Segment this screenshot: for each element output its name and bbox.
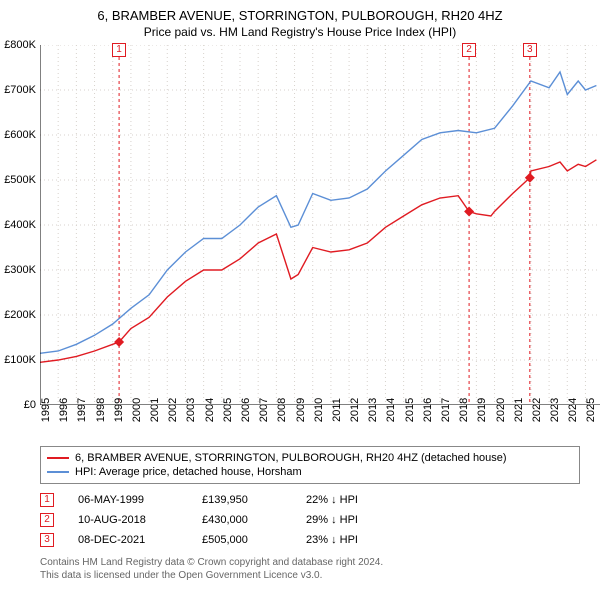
footer-line-1: Contains HM Land Registry data © Crown c… bbox=[40, 556, 580, 569]
x-tick-label: 1998 bbox=[95, 398, 107, 422]
y-tick-label: £200K bbox=[4, 309, 36, 321]
legend-swatch bbox=[47, 471, 69, 473]
y-axis: £0£100K£200K£300K£400K£500K£600K£700K£80… bbox=[0, 45, 40, 405]
x-tick-label: 2008 bbox=[276, 398, 288, 422]
chart-title: 6, BRAMBER AVENUE, STORRINGTON, PULBOROU… bbox=[0, 0, 600, 23]
event-delta: 29% ↓ HPI bbox=[306, 514, 406, 526]
legend-label: 6, BRAMBER AVENUE, STORRINGTON, PULBOROU… bbox=[75, 452, 507, 464]
x-tick-label: 2017 bbox=[440, 398, 452, 422]
event-badge: 1 bbox=[112, 43, 126, 57]
event-price: £139,950 bbox=[202, 494, 282, 506]
legend-row: HPI: Average price, detached house, Hors… bbox=[47, 465, 573, 479]
x-tick-label: 2018 bbox=[458, 398, 470, 422]
legend-row: 6, BRAMBER AVENUE, STORRINGTON, PULBOROU… bbox=[47, 451, 573, 465]
x-tick-label: 2000 bbox=[131, 398, 143, 422]
y-tick-label: £800K bbox=[4, 39, 36, 51]
x-tick-label: 2024 bbox=[567, 398, 579, 422]
x-tick-label: 2025 bbox=[585, 398, 597, 422]
x-tick-label: 1997 bbox=[76, 398, 88, 422]
legend: 6, BRAMBER AVENUE, STORRINGTON, PULBOROU… bbox=[40, 446, 580, 484]
footer-line-2: This data is licensed under the Open Gov… bbox=[40, 569, 580, 582]
x-tick-label: 2001 bbox=[149, 398, 161, 422]
event-row-badge: 2 bbox=[40, 513, 54, 527]
chart-svg bbox=[40, 45, 600, 405]
legend-swatch bbox=[47, 457, 69, 459]
x-tick-label: 2023 bbox=[549, 398, 561, 422]
y-tick-label: £100K bbox=[4, 354, 36, 366]
y-tick-label: £600K bbox=[4, 129, 36, 141]
x-tick-label: 2003 bbox=[185, 398, 197, 422]
event-row: 3 08-DEC-2021 £505,000 23% ↓ HPI bbox=[40, 530, 580, 550]
event-badge: 2 bbox=[462, 43, 476, 57]
x-tick-label: 2004 bbox=[204, 398, 216, 422]
x-tick-label: 2012 bbox=[349, 398, 361, 422]
y-tick-label: £400K bbox=[4, 219, 36, 231]
x-tick-label: 2015 bbox=[404, 398, 416, 422]
event-price: £430,000 bbox=[202, 514, 282, 526]
event-date: 06-MAY-1999 bbox=[78, 494, 178, 506]
x-tick-label: 2020 bbox=[495, 398, 507, 422]
x-tick-label: 1995 bbox=[40, 398, 52, 422]
x-tick-label: 2007 bbox=[258, 398, 270, 422]
y-tick-label: £700K bbox=[4, 84, 36, 96]
event-row-badge: 1 bbox=[40, 493, 54, 507]
event-date: 08-DEC-2021 bbox=[78, 534, 178, 546]
event-table: 1 06-MAY-1999 £139,950 22% ↓ HPI 2 10-AUG-201… bbox=[40, 490, 580, 550]
x-tick-label: 2005 bbox=[222, 398, 234, 422]
x-tick-label: 1999 bbox=[113, 398, 125, 422]
x-tick-label: 1996 bbox=[58, 398, 70, 422]
x-tick-label: 2021 bbox=[513, 398, 525, 422]
legend-label: HPI: Average price, detached house, Hors… bbox=[75, 466, 302, 478]
event-delta: 23% ↓ HPI bbox=[306, 534, 406, 546]
event-delta: 22% ↓ HPI bbox=[306, 494, 406, 506]
event-date: 10-AUG-2018 bbox=[78, 514, 178, 526]
chart-subtitle: Price paid vs. HM Land Registry's House … bbox=[0, 23, 600, 45]
x-tick-label: 2002 bbox=[167, 398, 179, 422]
y-tick-label: £300K bbox=[4, 264, 36, 276]
chart-area: £0£100K£200K£300K£400K£500K£600K£700K£80… bbox=[40, 45, 600, 405]
event-badge: 3 bbox=[523, 43, 537, 57]
x-tick-label: 2019 bbox=[476, 398, 488, 422]
x-tick-label: 2006 bbox=[240, 398, 252, 422]
y-tick-label: £500K bbox=[4, 174, 36, 186]
x-tick-label: 2014 bbox=[385, 398, 397, 422]
x-tick-label: 2013 bbox=[367, 398, 379, 422]
x-tick-label: 2011 bbox=[331, 398, 343, 422]
x-tick-label: 2009 bbox=[295, 398, 307, 422]
event-row: 1 06-MAY-1999 £139,950 22% ↓ HPI bbox=[40, 490, 580, 510]
y-tick-label: £0 bbox=[24, 399, 36, 411]
event-row: 2 10-AUG-2018 £430,000 29% ↓ HPI bbox=[40, 510, 580, 530]
x-tick-label: 2010 bbox=[313, 398, 325, 422]
event-row-badge: 3 bbox=[40, 533, 54, 547]
footer-attribution: Contains HM Land Registry data © Crown c… bbox=[40, 556, 580, 582]
x-tick-label: 2016 bbox=[422, 398, 434, 422]
x-tick-label: 2022 bbox=[531, 398, 543, 422]
event-price: £505,000 bbox=[202, 534, 282, 546]
